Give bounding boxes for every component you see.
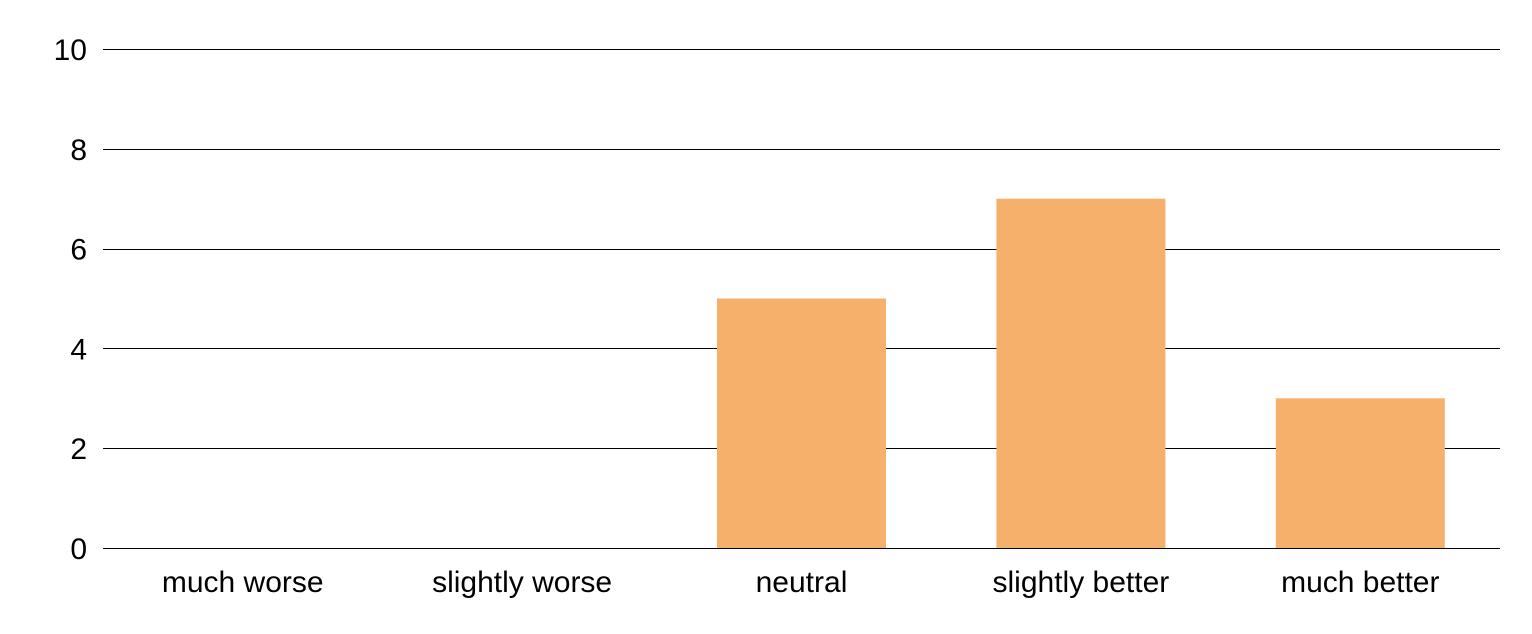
x-category-label: much better [1281, 566, 1439, 599]
bar-much-better [1275, 398, 1445, 548]
y-axis-tick-labels: 0 2 4 6 8 10 [54, 34, 87, 566]
x-category-label: slightly worse [432, 566, 612, 599]
y-tick-label: 6 [70, 234, 87, 267]
x-axis-category-labels: much worse slightly worse neutral slightly … [162, 566, 1440, 599]
x-category-label: neutral [756, 566, 848, 599]
y-tick-label: 0 [70, 533, 87, 566]
x-category-label: much worse [162, 566, 324, 599]
y-tick-label: 4 [70, 333, 87, 366]
y-tick-label: 10 [54, 34, 87, 67]
bar-neutral [717, 298, 886, 548]
y-tick-label: 2 [70, 433, 87, 466]
bar-slightly-better [996, 198, 1166, 548]
y-tick-label: 8 [70, 134, 87, 167]
x-category-label: slightly better [993, 566, 1170, 599]
bars [717, 198, 1445, 548]
